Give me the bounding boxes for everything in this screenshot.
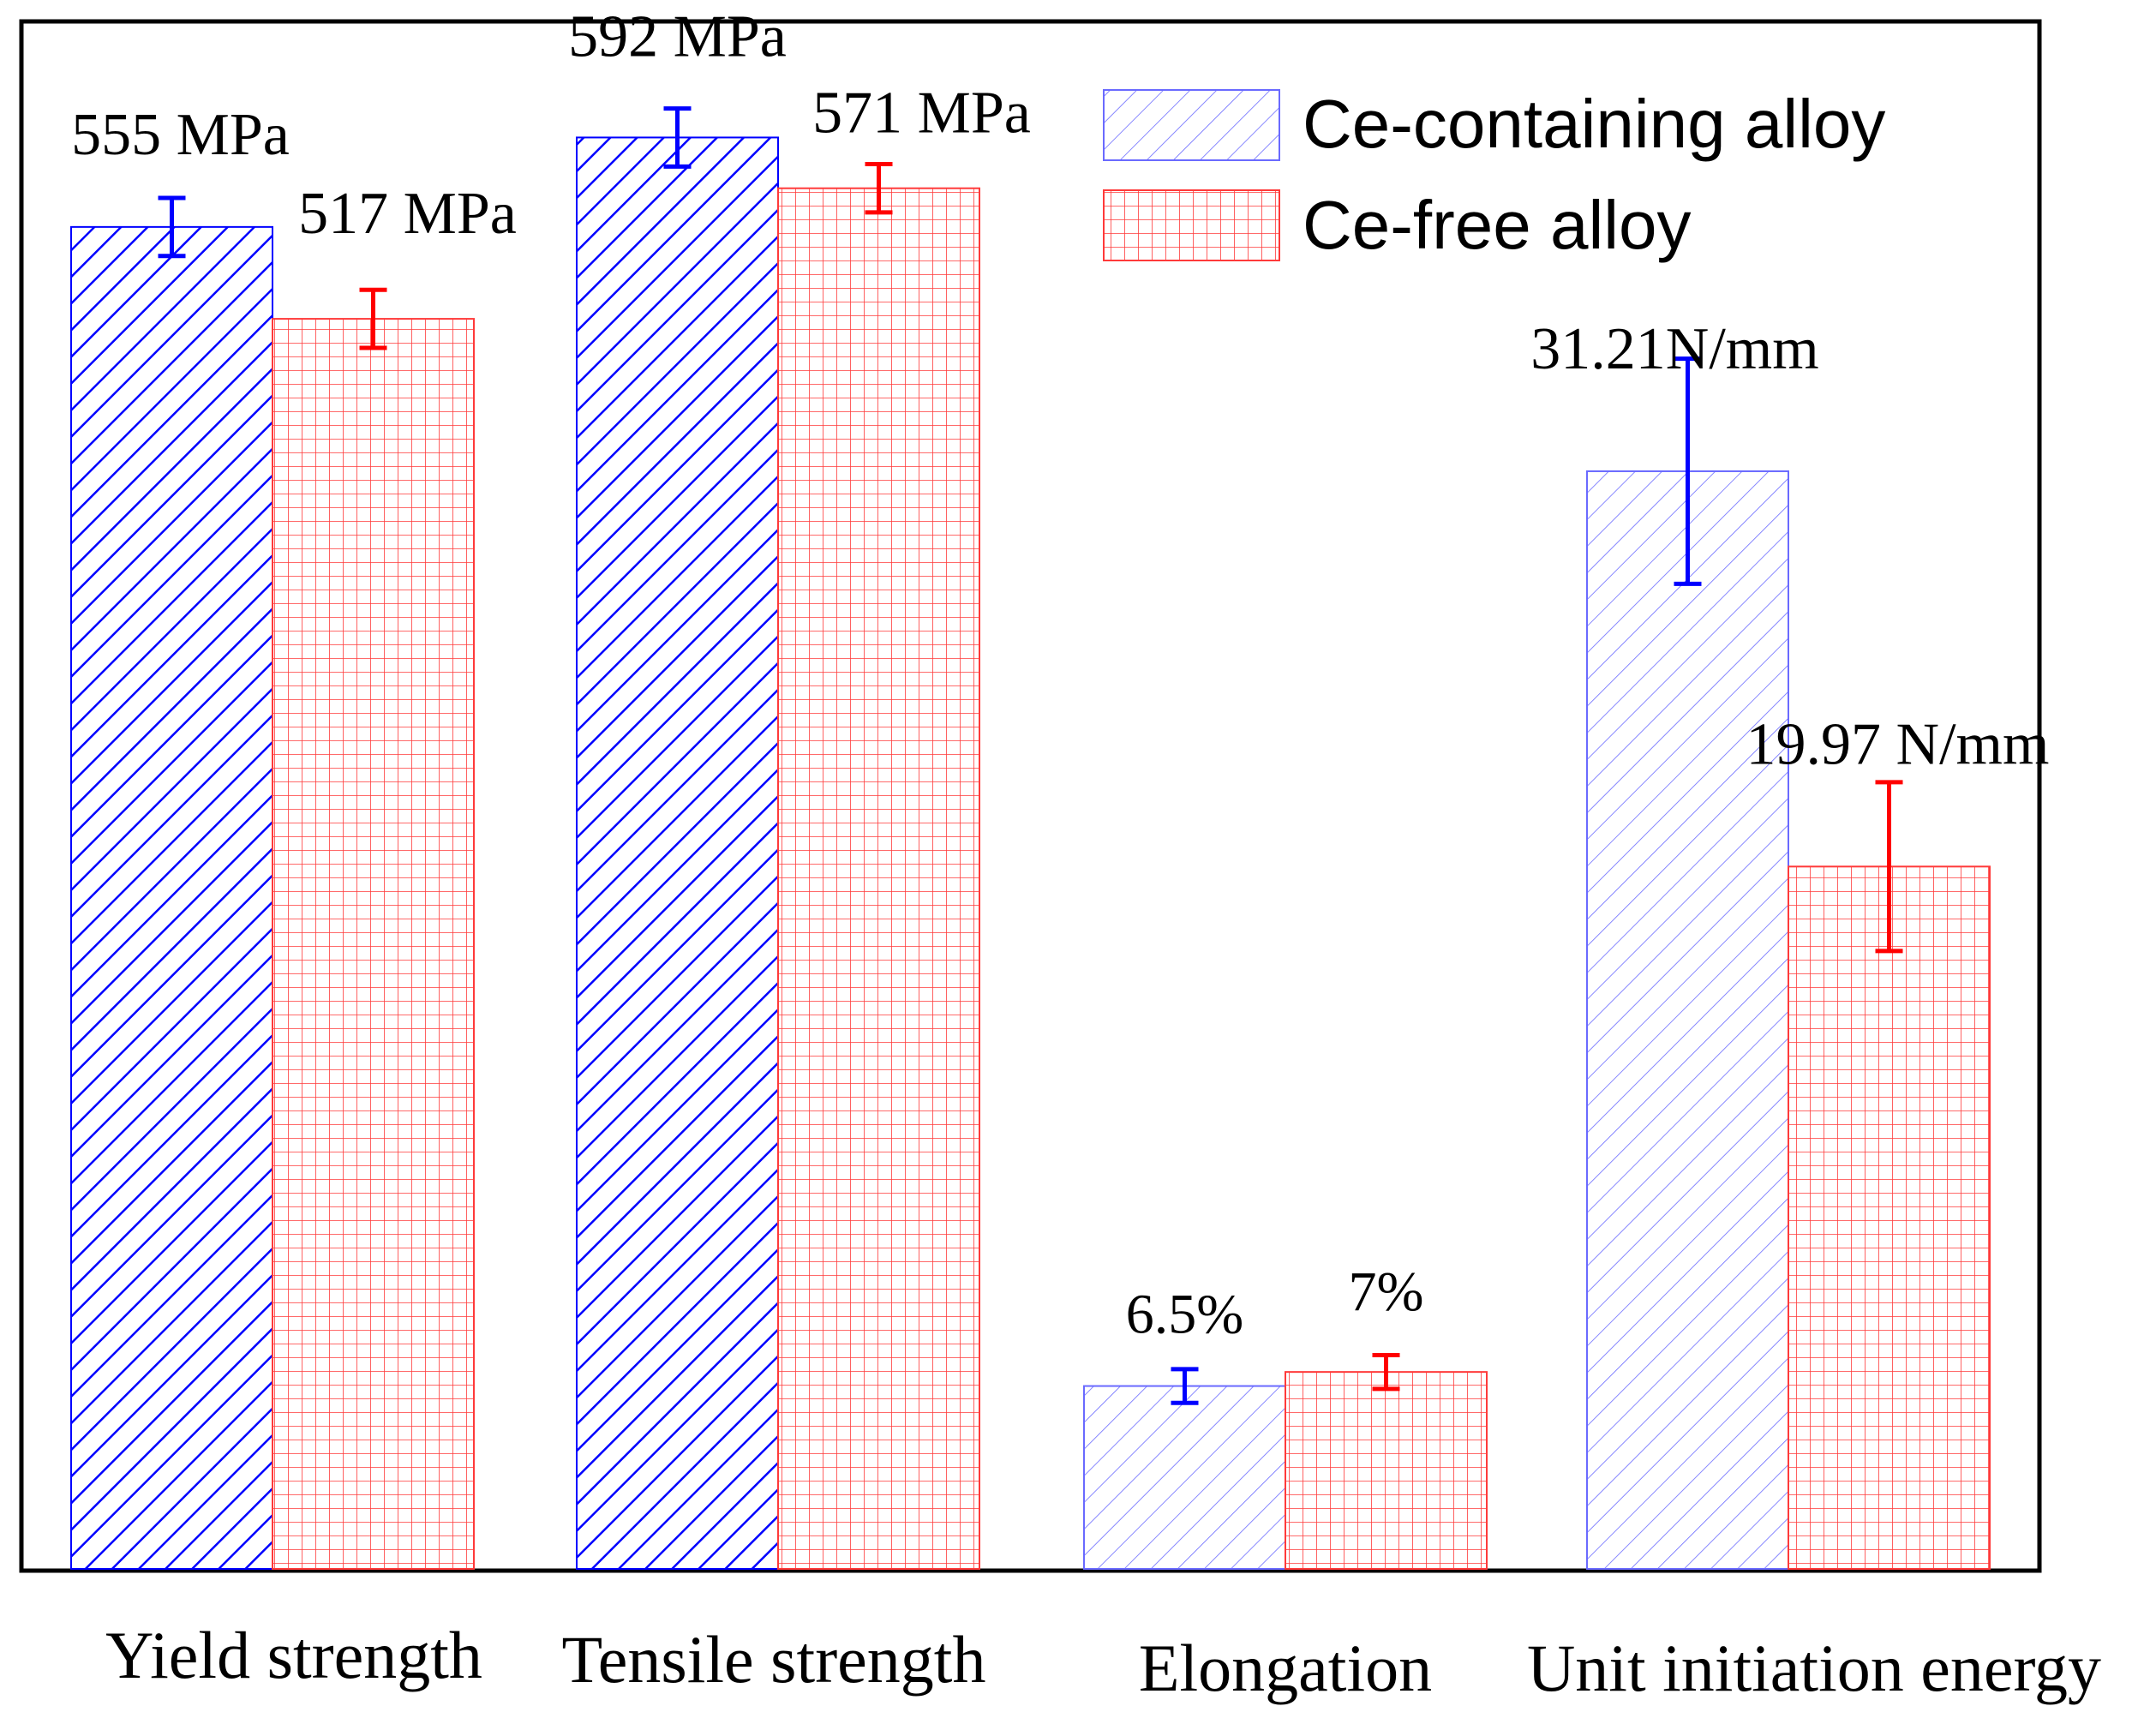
error-bar-ce-free-alloy-elongation (1372, 1352, 1400, 1392)
value-label-ce-containing-alloy-yield-strength: 555 MPa (71, 102, 290, 168)
bar-ce-free-alloy-unit-initiation-energy (1788, 865, 1991, 1570)
error-bar-ce-containing-alloy-elongation (1171, 1367, 1199, 1405)
error-bar-ce-containing-alloy-tensile-strength (663, 106, 692, 169)
value-label-ce-containing-alloy-elongation: 6.5% (1126, 1284, 1243, 1346)
value-label-ce-containing-alloy-tensile-strength: 592 MPa (568, 3, 787, 69)
bar-ce-containing-alloy-elongation (1083, 1385, 1286, 1570)
bar-ce-free-alloy-elongation (1285, 1371, 1488, 1571)
category-label-elongation: Elongation (1139, 1631, 1432, 1705)
bar-ce-free-alloy-yield-strength (272, 318, 475, 1571)
error-bar-ce-containing-alloy-unit-initiation-energy (1674, 356, 1702, 586)
bar-ce-containing-alloy-yield-strength (70, 225, 273, 1570)
bar-ce-containing-alloy-tensile-strength (576, 136, 779, 1571)
category-label-unit-initiation-energy: Unit initiation energy (1527, 1631, 2101, 1705)
plot-frame (19, 19, 2042, 1573)
legend-label-ce-free: Ce-free alloy (1303, 187, 1692, 263)
bar-ce-containing-alloy-unit-initiation-energy (1586, 470, 1789, 1571)
legend-swatch-ce-containing (1103, 89, 1280, 161)
value-label-ce-free-alloy-elongation: 7% (1349, 1260, 1424, 1323)
legend-label-ce-containing: Ce-containing alloy (1303, 86, 1885, 162)
value-label-ce-free-alloy-tensile-strength: 571 MPa (812, 81, 1031, 147)
value-label-ce-containing-alloy-unit-initiation-energy: 31.21N/mm (1530, 316, 1818, 382)
error-bars-layer (158, 106, 1903, 1405)
legend: Ce-containing alloy Ce-free alloy (1103, 86, 1885, 263)
value-label-ce-free-alloy-yield-strength: 517 MPa (298, 181, 517, 247)
error-bar-ce-free-alloy-unit-initiation-energy (1875, 780, 1903, 954)
error-bar-ce-free-alloy-yield-strength (359, 287, 387, 350)
category-labels-layer: Yield strength Tensile strength Elongation… (105, 1618, 2101, 1705)
category-label-tensile-strength: Tensile strength (562, 1622, 986, 1697)
value-label-ce-free-alloy-unit-initiation-energy: 19.97 N/mm (1746, 711, 2050, 777)
error-bar-ce-free-alloy-tensile-strength (865, 161, 893, 215)
category-label-yield-strength: Yield strength (105, 1618, 482, 1692)
legend-swatch-ce-free (1103, 189, 1280, 261)
error-bar-ce-containing-alloy-yield-strength (158, 195, 186, 259)
bars-layer (70, 136, 1991, 1571)
bar-ce-free-alloy-tensile-strength (777, 187, 980, 1571)
